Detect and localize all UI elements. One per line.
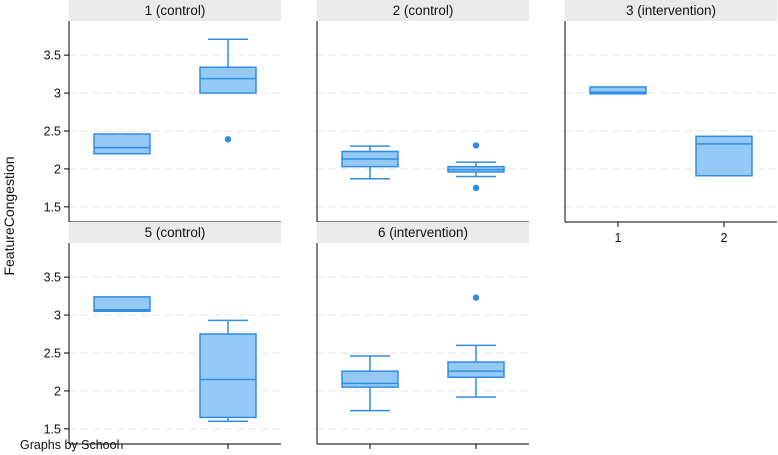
panel-header: [565, 0, 777, 21]
iqr-box: [93, 296, 151, 313]
iqr-box: [447, 361, 505, 379]
x-tick-label: 1: [615, 231, 622, 245]
box-2: [199, 319, 257, 422]
y-tick-label: 2: [54, 162, 61, 176]
y-axis-label: FeatureCongestion: [1, 156, 17, 275]
y-tick-label: 2.5: [44, 124, 61, 138]
x-tick-label: 1: [119, 453, 126, 455]
x-tick-label: 2: [225, 453, 232, 455]
y-tick-label: 3.5: [44, 49, 61, 63]
panel-header: [317, 222, 529, 243]
panel-header: [69, 222, 281, 243]
panel-header: [317, 0, 529, 21]
panel: 5 (control) 1.5 2 2.5 3 3.5 1 2: [44, 222, 281, 455]
panel-grid: 1 (control)1.522.533.5122 (control)123 (…: [44, 0, 777, 455]
y-tick-label: 1.5: [44, 422, 61, 436]
panel: 3 (intervention) 1 2: [564, 0, 777, 245]
box-2: [199, 38, 257, 143]
iqr-box: [695, 135, 753, 177]
iqr-box: [93, 133, 151, 155]
panel: 1 (control)1.522.533.512: [44, 0, 281, 245]
box-1: [93, 133, 151, 155]
panel: 6 (intervention) 1 2: [316, 222, 529, 455]
box-1: [589, 86, 647, 95]
outlier-point: [224, 136, 232, 143]
panel-title: 5 (control): [145, 225, 206, 240]
panel-title: 6 (intervention): [378, 225, 468, 240]
box-2: [447, 142, 505, 192]
box-1: [93, 296, 151, 313]
iqr-box: [199, 333, 257, 419]
panel-header: [69, 0, 281, 21]
panel-title: 3 (intervention): [626, 3, 716, 18]
graphs-by-note: Graphs by School: [20, 438, 120, 452]
box-2: [447, 294, 505, 398]
x-tick-label: 2: [721, 231, 728, 245]
y-tick-label: 1.5: [44, 200, 61, 214]
panel-title: 2 (control): [393, 3, 454, 18]
x-tick-label: 2: [473, 453, 480, 455]
box-2: [695, 135, 753, 177]
x-tick-label: 1: [367, 453, 374, 455]
y-tick-label: 3: [54, 87, 61, 101]
y-tick-label: 3.5: [44, 271, 61, 285]
y-tick-label: 2.5: [44, 346, 61, 360]
y-tick-label: 2: [54, 384, 61, 398]
box-1: [341, 145, 399, 180]
iqr-box: [341, 370, 399, 388]
outlier-point: [472, 294, 480, 301]
y-tick-label: 3: [54, 309, 61, 323]
panel: 2 (control)12: [316, 0, 529, 245]
outlier-point: [472, 184, 480, 192]
iqr-box: [199, 66, 257, 94]
box-1: [341, 355, 399, 412]
iqr-box: [589, 86, 647, 95]
panel-title: 1 (control): [145, 3, 206, 18]
outlier-point: [472, 142, 480, 149]
